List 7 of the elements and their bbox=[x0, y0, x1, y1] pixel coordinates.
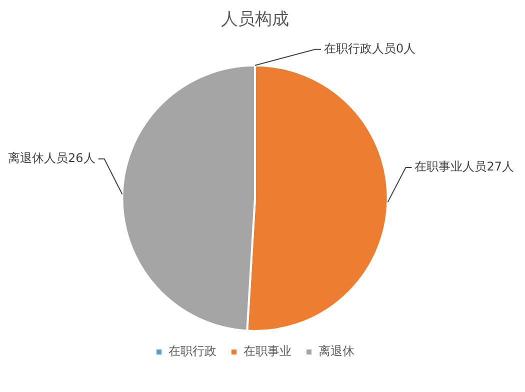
text: 在职行政人员0人 bbox=[324, 42, 416, 56]
legend-label: 在职事业 bbox=[244, 344, 292, 358]
chart-title: 人员构成 bbox=[221, 10, 289, 30]
data-label: 在职事业人员27人 bbox=[414, 160, 514, 174]
data-label: 离退休人员26人 bbox=[8, 151, 96, 166]
legend-label: 在职行政 bbox=[168, 344, 216, 358]
legend-label: 离退休 bbox=[318, 344, 354, 358]
